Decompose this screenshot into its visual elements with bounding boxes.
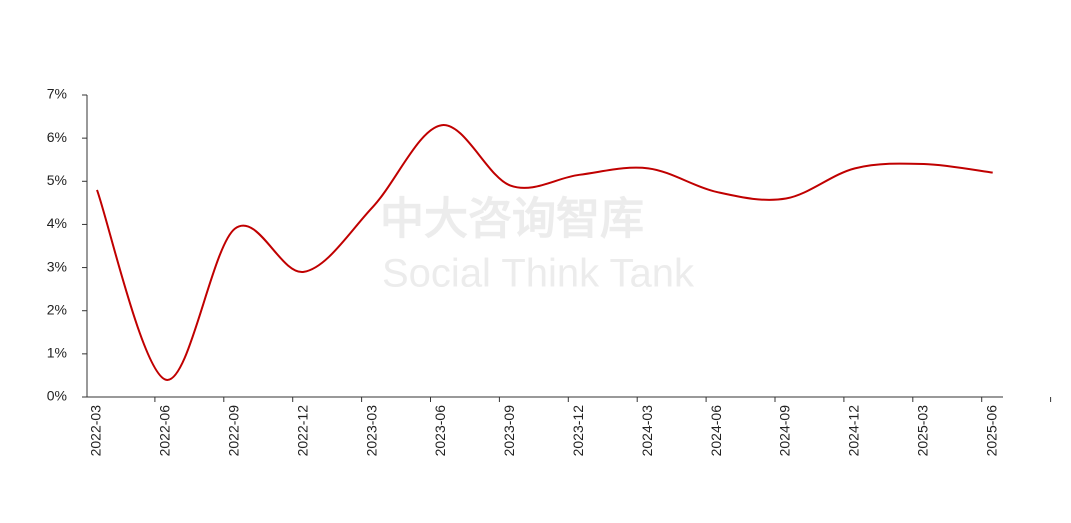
x-tick-label: 2022-06	[157, 405, 173, 457]
x-tick-label: 2023-12	[570, 405, 586, 457]
y-tick-label: 7%	[47, 86, 67, 102]
y-tick-label: 6%	[47, 129, 67, 145]
watermark: Social Think Tank	[382, 252, 695, 296]
y-tick-label: 5%	[47, 172, 67, 188]
x-tick-label: 2023-06	[432, 405, 448, 457]
y-tick-label: 3%	[47, 258, 67, 274]
y-tick-label: 2%	[47, 301, 67, 317]
x-tick-label: 2025-03	[915, 405, 931, 457]
x-tick-label: 2023-03	[363, 405, 379, 457]
y-tick-label: 1%	[47, 345, 67, 361]
x-tick-label: 2022-03	[88, 405, 104, 457]
y-tick-label: 4%	[47, 215, 67, 231]
x-tick-label: 2024-12	[846, 405, 862, 457]
line	[96, 124, 993, 381]
x-tick-label: 2023-09	[501, 405, 517, 457]
y-tick-label: 0%	[47, 388, 67, 404]
x-tick-label: 2024-09	[777, 405, 793, 457]
x-tick-label: 2022-09	[226, 405, 242, 457]
watermark: 中大咨询智库	[380, 195, 644, 244]
x-tick-label: 2022-12	[294, 405, 310, 457]
x-tick-label: 2024-06	[708, 405, 724, 457]
x-tick-label: 2024-03	[639, 405, 655, 457]
x-tick-label: 2025-06	[983, 405, 999, 457]
